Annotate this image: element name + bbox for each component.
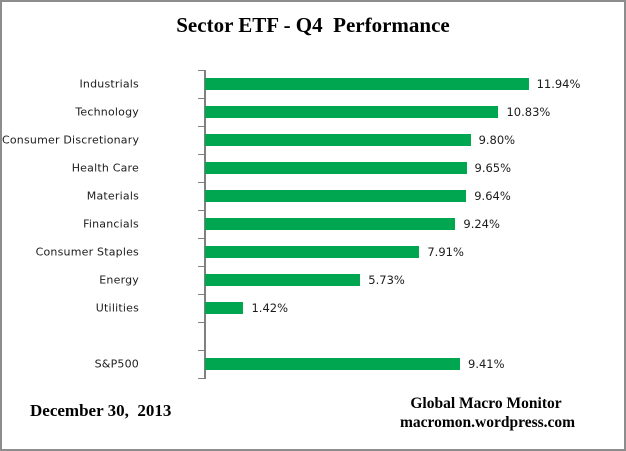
bar-rows-container: Industrials 11.94% Technology 10.83% Con… [2,69,624,378]
chart-row: Technology 10.83% [2,97,624,126]
axis-tick-bottom [198,377,205,379]
category-label: Consumer Discretionary [2,133,140,147]
category-label: Health Care [71,161,139,175]
bar [205,106,499,118]
category-label: Consumer Staples [35,245,139,259]
chart-row: S&P500 9.41% [2,349,624,378]
category-label: Financials [83,217,139,231]
value-label: 7.91% [427,245,464,259]
chart-row: Energy 5.73% [2,265,624,294]
category-label: Technology [75,105,139,119]
bar [205,218,456,230]
chart-row: Utilities 1.42% [2,293,624,322]
bar [205,246,420,258]
axis-tick [198,265,205,267]
category-label: S&P500 [94,357,139,371]
plot-area: Industrials 11.94% Technology 10.83% Con… [2,69,624,379]
category-label: Materials [86,189,139,203]
footer-credit-line2: macromon.wordpress.com [400,413,576,431]
chart-title: Sector ETF - Q4 Performance [176,13,450,37]
bar [205,78,529,90]
chart-row: Consumer Staples 7.91% [2,237,624,266]
axis-tick [198,209,205,211]
axis-tick [198,125,205,127]
chart-row: Industrials 11.94% [2,69,624,98]
spacer-row [2,321,624,350]
chart-row: Financials 9.24% [2,209,624,238]
bar [205,302,244,314]
bar [205,134,471,146]
bar [205,190,467,202]
axis-tick [198,321,205,323]
axis-tick [198,293,205,295]
category-label: Utilities [95,301,139,315]
bar [205,358,460,370]
axis-tick [198,237,205,239]
value-label: 11.94% [536,77,581,91]
axis-tick [198,349,205,351]
value-label: 1.42% [251,301,289,315]
value-label: 10.83% [506,105,551,119]
value-label: 9.80% [478,133,516,147]
value-label: 9.41% [468,357,505,371]
value-label: 9.64% [474,189,511,203]
chart-row: Materials 9.64% [2,181,624,210]
category-label: Industrials [79,77,139,91]
bar [205,162,467,174]
axis-tick [198,69,205,71]
bar [205,274,361,286]
category-label: Energy [99,273,139,287]
chart-row: Health Care 9.65% [2,153,624,182]
value-label: 9.65% [474,161,512,175]
axis-tick [198,181,205,183]
axis-tick [198,97,205,99]
footer-credit-line1: Global Macro Monitor [410,395,562,412]
value-label: 9.24% [463,217,500,231]
footer-credit: Global Macro Monitor macromon.wordpress.… [400,395,576,432]
value-label: 5.73% [368,273,405,287]
axis-tick [198,153,205,155]
category-axis-line [204,70,206,379]
chart-row: Consumer Discretionary 9.80% [2,125,624,154]
footer-date: December 30, 2013 [30,401,172,420]
